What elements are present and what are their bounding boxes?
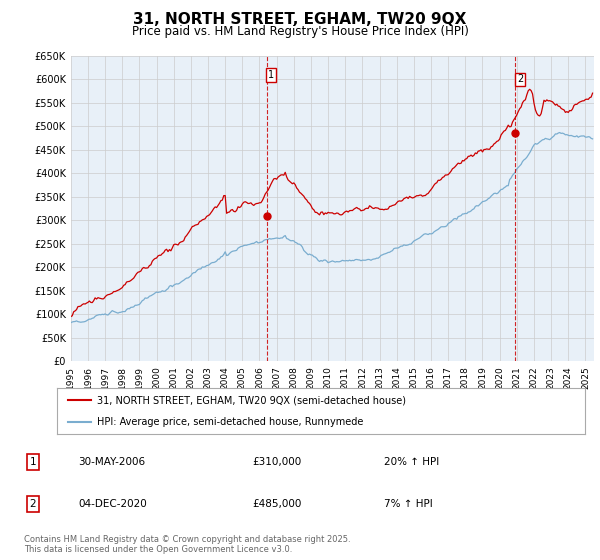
Text: 04-DEC-2020: 04-DEC-2020: [78, 499, 147, 509]
Text: Price paid vs. HM Land Registry's House Price Index (HPI): Price paid vs. HM Land Registry's House …: [131, 25, 469, 38]
Text: 2: 2: [29, 499, 37, 509]
Text: £310,000: £310,000: [252, 457, 301, 467]
Text: £485,000: £485,000: [252, 499, 301, 509]
Text: 31, NORTH STREET, EGHAM, TW20 9QX (semi-detached house): 31, NORTH STREET, EGHAM, TW20 9QX (semi-…: [97, 395, 406, 405]
Text: Contains HM Land Registry data © Crown copyright and database right 2025.
This d: Contains HM Land Registry data © Crown c…: [24, 535, 350, 554]
Text: 31, NORTH STREET, EGHAM, TW20 9QX: 31, NORTH STREET, EGHAM, TW20 9QX: [133, 12, 467, 27]
Text: 2: 2: [517, 74, 523, 85]
Text: 30-MAY-2006: 30-MAY-2006: [78, 457, 145, 467]
Text: HPI: Average price, semi-detached house, Runnymede: HPI: Average price, semi-detached house,…: [97, 417, 363, 427]
Text: 1: 1: [268, 70, 275, 80]
Text: 1: 1: [29, 457, 37, 467]
Text: 20% ↑ HPI: 20% ↑ HPI: [384, 457, 439, 467]
Text: 7% ↑ HPI: 7% ↑ HPI: [384, 499, 433, 509]
